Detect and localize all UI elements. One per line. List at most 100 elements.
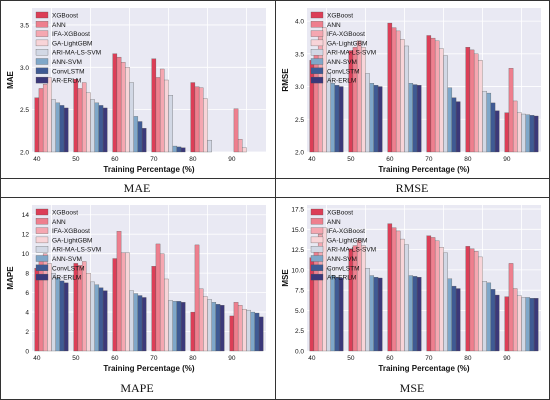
x-tick-label: 70 [150, 156, 158, 163]
y-tick-label: 2.0 [20, 150, 29, 157]
bar-ann-svm [250, 311, 256, 352]
y-tick-label: 5.0 [295, 308, 304, 315]
bar-ann [469, 248, 475, 352]
bar-ann-svm [408, 275, 414, 352]
bar-ann [313, 248, 319, 352]
x-tick-label: 90 [503, 355, 511, 362]
legend-swatch [310, 39, 324, 47]
bar-xgboost [190, 82, 196, 153]
bar-ann-svm [486, 92, 492, 153]
bar-xgboost [151, 266, 157, 352]
y-tick-label: 3.5 [295, 51, 304, 58]
bar-ann-svm [172, 301, 178, 352]
legend-swatch [35, 58, 49, 65]
frame-left [0, 0, 1, 400]
bar-ann-svm [133, 293, 139, 352]
bar-xgboost [151, 58, 157, 153]
bar-convlstm [451, 97, 457, 153]
bar-ari-ma-ls-svm [168, 300, 173, 352]
bar-ga-lightgbm [478, 256, 483, 352]
x-tick-label: 90 [503, 156, 511, 163]
y-axis-title: MSE [281, 269, 290, 287]
bar-convlstm [334, 277, 340, 352]
bar-ari-ma-ls-svm [404, 244, 409, 352]
mse-chart: 0.0 2.5 5.0 7.5 10.0 12.5 15.0 17.5 40 50 60 70 80 90… [281, 205, 541, 373]
y-tick-label: 12.5 [291, 247, 304, 254]
bar-convlstm [98, 105, 104, 153]
legend: XGBoost ANN IFA-XGBoost GA-LightGBM ARI-MA-L… [310, 11, 376, 85]
bar-convlstm [334, 85, 340, 153]
y-tick-label: 3.0 [295, 84, 304, 91]
bar-ga-lightgbm [400, 39, 405, 153]
bar-ifa-xgboost [81, 82, 87, 153]
bar-ann [155, 243, 161, 352]
legend-label: IFA-XGBoost [52, 31, 90, 38]
x-tick-label: 80 [464, 156, 472, 163]
bar-xgboost [34, 97, 40, 153]
legend-label: XGBoost [52, 210, 78, 217]
y-tick-label: 2 [25, 329, 29, 336]
legend-swatch [35, 11, 49, 19]
bar-convlstm [373, 277, 379, 352]
bar-xgboost [190, 311, 196, 352]
bar-ar-erlm [219, 305, 225, 352]
bar-ann-svm [486, 282, 492, 352]
bar-ar-erlm [377, 86, 383, 153]
legend-swatch [35, 39, 49, 47]
bar-ga-lightgbm [517, 295, 522, 352]
bar-ar-erlm [180, 302, 186, 352]
bar-convlstm [490, 289, 496, 352]
bar-ari-ma-ls-svm [443, 252, 448, 352]
bar-ann-svm [55, 277, 61, 352]
legend-label: ANN [327, 219, 341, 226]
bar-xgboost [426, 235, 432, 352]
bar-ann [313, 50, 319, 153]
bar-ari-ma-ls-svm [482, 90, 487, 153]
bar-ann-svm [330, 275, 336, 352]
x-tick-label: 80 [189, 156, 197, 163]
bar-ann-svm [525, 114, 531, 153]
bar-ari-ma-ls-svm [365, 268, 370, 352]
bar-ifa-xgboost [434, 40, 440, 153]
y-tick-label: 10.0 [291, 267, 304, 274]
legend-label: XGBoost [327, 210, 353, 217]
legend-label: IFA-XGBoost [52, 228, 90, 235]
legend-swatch [35, 21, 49, 28]
legend-swatch [310, 208, 324, 216]
bar-xgboost [426, 35, 432, 153]
bar-ann-svm [369, 275, 375, 352]
legend-label: ANN-SVM [327, 256, 357, 263]
rmse-chart: 2.0 2.5 3.0 3.5 4.0 40 50 60 70 80 90 Training Perc… [281, 8, 541, 174]
bar-ifa-xgboost [473, 53, 479, 153]
bar-ga-lightgbm [478, 60, 483, 153]
x-tick-label: 70 [425, 355, 433, 362]
bar-convlstm [451, 285, 457, 352]
bar-convlstm [59, 105, 65, 153]
bar-ann [233, 108, 239, 153]
bar-xgboost [309, 60, 315, 153]
bar-ari-ma-ls-svm [90, 99, 95, 153]
y-tick-label: 17.5 [291, 207, 304, 214]
bar-ann [155, 77, 161, 153]
legend-label: ConvLSTM [327, 68, 360, 75]
legend-swatch [310, 255, 324, 262]
bar-ari-ma-ls-svm [365, 73, 370, 153]
bar-ann [469, 49, 475, 153]
y-axis-title: MAE [6, 70, 15, 88]
legend-swatch [310, 76, 324, 84]
bar-ari-ma-ls-svm [90, 281, 95, 352]
y-tick-label: 14 [22, 212, 30, 219]
x-tick-label: 60 [111, 355, 119, 362]
bar-ifa-xgboost [198, 87, 204, 153]
legend-swatch [35, 67, 49, 74]
legend-label: AR-ERLM [52, 275, 81, 282]
bar-xgboost [387, 22, 393, 153]
legend-swatch [35, 208, 49, 216]
frame-center [275, 0, 276, 400]
bar-ga-lightgbm [164, 278, 169, 352]
legend-label: AR-ERLM [327, 275, 356, 282]
bar-ari-ma-ls-svm [207, 299, 212, 352]
bar-ar-erlm [258, 316, 264, 352]
bar-ga-lightgbm [361, 245, 366, 352]
